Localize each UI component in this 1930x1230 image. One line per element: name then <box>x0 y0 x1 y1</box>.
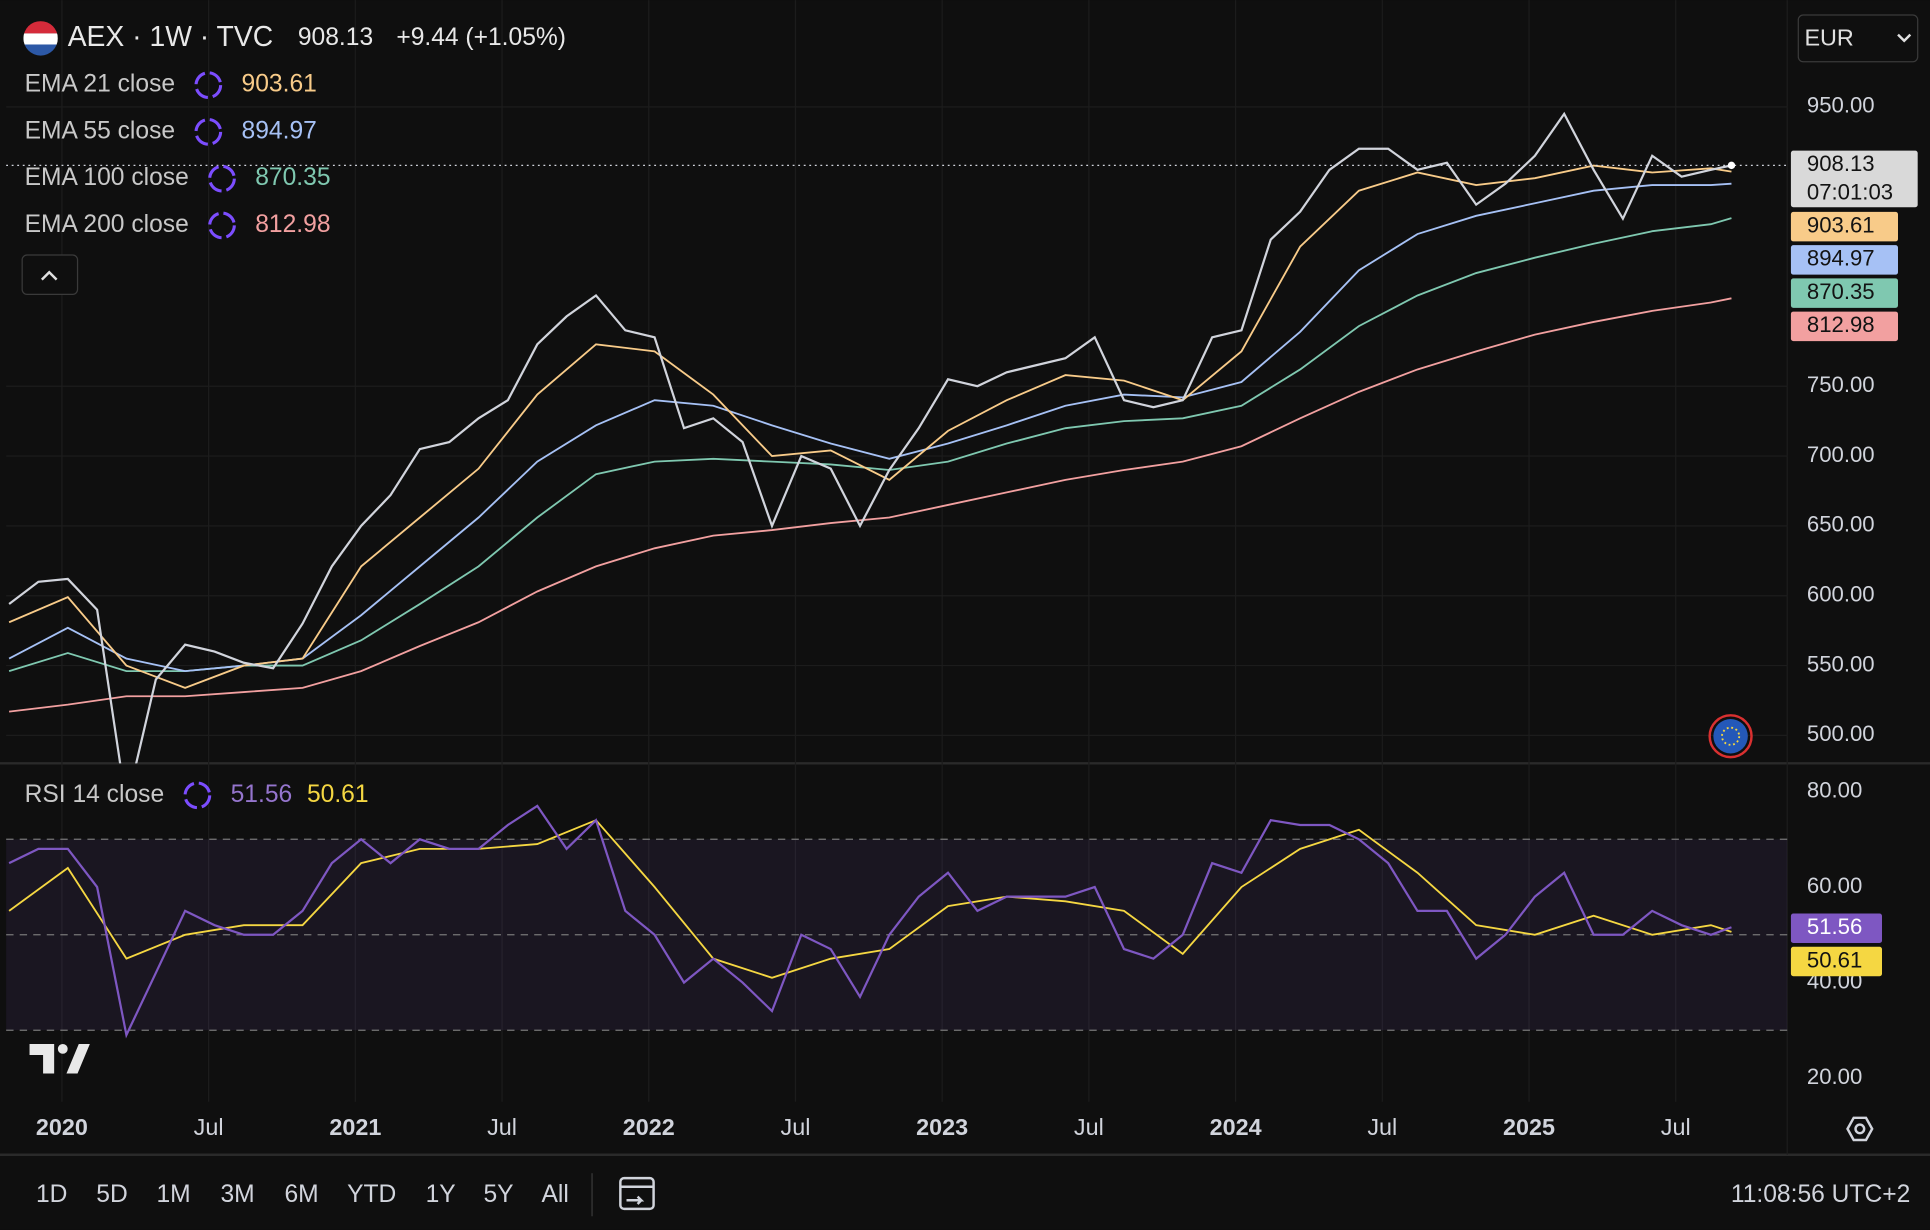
tradingview-logo <box>29 1043 90 1074</box>
ema-tag <box>1790 278 1898 308</box>
price-tag-value: 908.13 <box>1807 151 1875 176</box>
y-tick-label: 20.00 <box>1807 1064 1862 1089</box>
series-line <box>8 164 1732 689</box>
rsi-band <box>6 839 1788 1031</box>
series-line <box>8 804 1732 1039</box>
x-tick-label: 2022 <box>623 1114 675 1140</box>
legend-icon <box>194 71 223 99</box>
x-tick-label: Jul <box>487 1114 517 1140</box>
range-button[interactable]: 5D <box>96 1181 127 1208</box>
y-tick-label: 550.00 <box>1807 651 1875 676</box>
ema-tag-value: 903.61 <box>1807 213 1875 238</box>
toolbar: 1D 5D 1M 3M 6M YTD 1Y 5Y All <box>36 1181 569 1208</box>
legend-icon <box>183 781 212 810</box>
currency-button[interactable]: EUR <box>1797 14 1919 63</box>
x-tick-label: 2023 <box>916 1114 968 1140</box>
x-tick-label: Jul <box>1661 1114 1691 1140</box>
y-tick-label: 600.00 <box>1807 582 1875 607</box>
ema-tag-value: 812.98 <box>1807 312 1875 337</box>
range-button[interactable]: 1M <box>156 1181 190 1208</box>
range-button[interactable]: 1D <box>36 1181 67 1208</box>
legend-icon <box>208 211 236 240</box>
range-button[interactable]: 5Y <box>483 1181 513 1208</box>
rsi-tag-value: 51.56 <box>1807 914 1862 939</box>
ema-tag-value: 894.97 <box>1807 246 1875 271</box>
series-line <box>8 111 1732 764</box>
legend-value: 50.61 <box>307 781 369 808</box>
y-tick-label: 950.00 <box>1807 93 1875 118</box>
ema-tag-value: 870.35 <box>1807 279 1875 304</box>
x-tick-label: 2020 <box>36 1114 88 1140</box>
rsi-title: RSI 14 close <box>25 781 165 808</box>
x-tick-label: Jul <box>781 1114 811 1140</box>
clock: 11:08:56 UTC+2 <box>1731 1181 1910 1208</box>
ema-tag <box>1790 211 1898 242</box>
dropdown-arrow <box>1897 33 1912 43</box>
legend-value: 870.35 <box>255 164 330 191</box>
flag <box>23 21 58 56</box>
range-button[interactable]: 6M <box>284 1181 318 1208</box>
symbol-title: AEX · 1W · TVC <box>68 20 273 52</box>
ema-tag <box>1790 311 1898 342</box>
x-tick-label: 2024 <box>1210 1114 1262 1140</box>
y-tick-label: 650.00 <box>1807 512 1875 537</box>
legend-name: EMA 21 close <box>25 71 175 98</box>
x-tick-label: 2021 <box>329 1114 381 1140</box>
x-tick-label: 2025 <box>1503 1114 1555 1140</box>
range-button[interactable]: 3M <box>220 1181 254 1208</box>
series-line <box>8 819 1732 979</box>
y-tick-label: 60.00 <box>1807 873 1862 898</box>
ema-tag <box>1790 245 1898 275</box>
legend-value: 894.97 <box>242 117 317 144</box>
settings-button[interactable] <box>1846 1116 1874 1142</box>
legend-name: EMA 100 close <box>25 164 189 191</box>
legend-value: 903.61 <box>242 71 317 98</box>
euro-icon <box>1708 714 1753 759</box>
legend-icon <box>194 118 223 146</box>
currency-label[interactable]: EUR <box>1804 25 1853 51</box>
rsi-tag-value: 50.61 <box>1807 947 1862 972</box>
range-button[interactable]: 1Y <box>426 1181 456 1208</box>
range-button[interactable]: All <box>541 1181 568 1208</box>
range-button[interactable]: YTD <box>347 1181 396 1208</box>
x-tick-label: Jul <box>1367 1114 1397 1140</box>
rsi-tag <box>1790 946 1882 977</box>
last-price-dot <box>1727 161 1736 170</box>
legend-name: EMA 200 close <box>25 211 189 238</box>
plot <box>6 111 1788 1039</box>
date-range-button[interactable] <box>619 1176 655 1211</box>
legend-value: 51.56 <box>231 781 293 808</box>
price-tag-countdown: 07:01:03 <box>1807 180 1893 205</box>
y-tick-label: 500.00 <box>1807 721 1875 746</box>
legend-value: 812.98 <box>255 211 330 238</box>
price-tag <box>1790 150 1918 208</box>
series-line <box>8 297 1732 713</box>
legend-icon <box>208 164 236 193</box>
x-tick-label: Jul <box>194 1114 224 1140</box>
collapse-button[interactable] <box>21 254 79 295</box>
y-tick-label: 750.00 <box>1807 372 1875 397</box>
legend-name: EMA 55 close <box>25 117 175 144</box>
legend: EMA 21 close 903.61 EMA 55 close 894.97 EMA … <box>25 71 369 810</box>
y-tick-label: 80.00 <box>1807 777 1862 802</box>
header-price: 908.13 <box>298 24 373 51</box>
header-change: +9.44 (+1.05%) <box>396 24 566 51</box>
y-tick-label: 700.00 <box>1807 442 1875 467</box>
rsi-tag <box>1790 913 1882 944</box>
x-tick-label: Jul <box>1074 1114 1104 1140</box>
grid: 2020 Jul 2021 Jul 2022 Jul 2023 Jul 2024 Jul 2025 J… <box>6 0 1875 1140</box>
